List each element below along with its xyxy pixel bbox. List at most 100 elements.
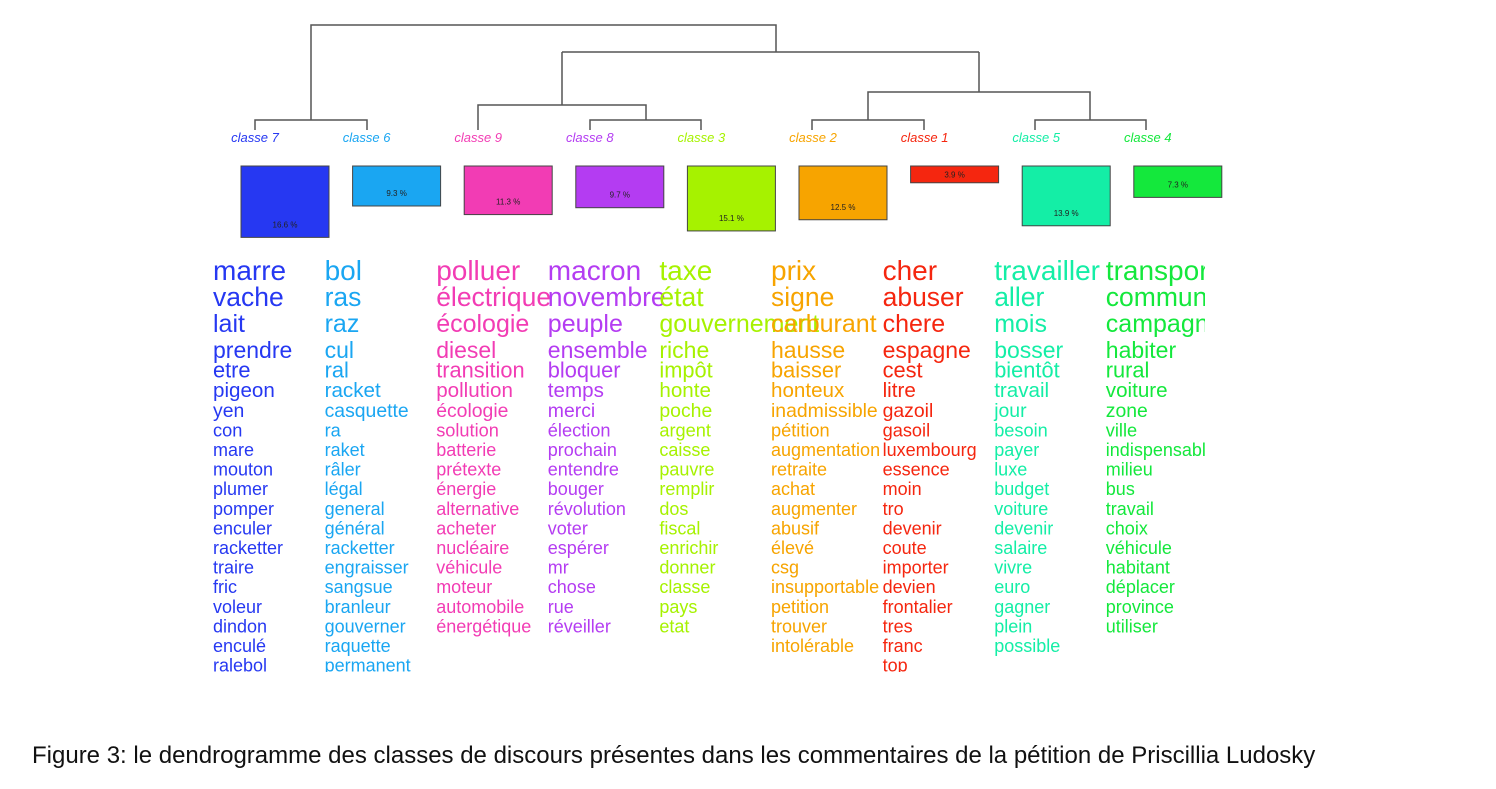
class-word: élevé <box>771 538 814 558</box>
class-percent: 13.9 % <box>1054 209 1079 218</box>
class-box <box>1021 165 1111 227</box>
class-word: devien <box>883 577 936 597</box>
class-word: bosser <box>994 337 1063 363</box>
class-word: solution <box>436 420 499 440</box>
class-word: voleur <box>213 597 262 617</box>
class-word: insupportable <box>771 577 879 597</box>
class-percent: 11.3 % <box>496 198 520 207</box>
class-word: pomper <box>213 499 274 519</box>
class-word: carburant <box>771 310 877 338</box>
class-word: déplacer <box>1106 577 1175 597</box>
class-word: nucléaire <box>436 538 509 558</box>
class-word: macron <box>548 255 641 286</box>
class-word: milieu <box>1106 460 1153 480</box>
class-word: écologie <box>436 310 529 338</box>
class-word: légal <box>325 479 363 499</box>
class-word: état <box>659 282 704 312</box>
class-word: possible <box>994 636 1060 656</box>
class-word: peuple <box>548 310 623 338</box>
class-word: prochain <box>548 440 617 460</box>
class-word: bientôt <box>994 358 1059 383</box>
class-word: pollution <box>436 379 513 402</box>
class-percent: 12.5 % <box>831 203 856 212</box>
class-word: marre <box>213 255 286 286</box>
class-box <box>798 165 888 221</box>
class-columns: marrevachelaitprendreetrepigeonyenconmar… <box>213 130 1223 672</box>
class-percent: 16.6 % <box>273 220 298 229</box>
class-word: rue <box>548 597 574 617</box>
class-word: donner <box>659 558 715 578</box>
class-word: jour <box>993 400 1027 422</box>
class-word: gazoil <box>883 400 934 422</box>
class-word: voiture <box>1106 379 1168 402</box>
class-word: augmenter <box>771 499 857 519</box>
class-word: dos <box>659 499 688 519</box>
class-word: espérer <box>548 538 609 558</box>
class-word: mouton <box>213 460 273 480</box>
class-word: habitant <box>1106 558 1170 578</box>
class-word: rural <box>1106 358 1150 383</box>
class-word: classe <box>659 577 710 597</box>
class-word: riche <box>659 337 709 363</box>
class-word: etat <box>659 616 689 636</box>
class-word: enculer <box>213 518 272 538</box>
class-word: gasoil <box>883 420 931 440</box>
class-word: énergétique <box>436 616 531 636</box>
class-word: alternative <box>436 499 519 519</box>
class-word: inadmissible <box>771 400 878 422</box>
class-word: mare <box>213 440 254 460</box>
class-word: énergie <box>436 479 496 499</box>
class-word: transition <box>436 358 524 383</box>
class-word: électrique <box>436 282 551 312</box>
class-word: traire <box>213 558 254 578</box>
class-percent: 3.9 % <box>944 170 964 179</box>
class-word: pigeon <box>213 379 275 402</box>
class-word: bloquer <box>548 358 621 383</box>
class-word: temps <box>548 379 604 402</box>
class-word: importer <box>883 558 949 578</box>
class-word: besoin <box>994 420 1048 440</box>
class-word: élection <box>548 420 611 440</box>
class-word: racketter <box>325 538 395 558</box>
class-word: merci <box>548 400 595 422</box>
class-word: commune <box>1106 282 1222 312</box>
class-word: cul <box>325 337 354 363</box>
class-word: batterie <box>436 440 496 460</box>
class-box <box>463 165 553 216</box>
class-word: raquette <box>325 636 391 656</box>
class-word: taxe <box>659 255 712 286</box>
class-word: salaire <box>994 538 1047 558</box>
class-word: moteur <box>436 577 492 597</box>
class-word: polluer <box>436 255 520 286</box>
class-word: pétition <box>771 420 830 440</box>
class-box <box>240 165 330 238</box>
word-lists: marrevachelaitprendreetrepigeonyenconmar… <box>213 255 1223 672</box>
class-box <box>352 165 442 207</box>
class-word: dindon <box>213 616 267 636</box>
class-word: plein <box>994 616 1032 636</box>
class-word: budget <box>994 479 1049 499</box>
class-word: entendre <box>548 460 619 480</box>
class-word: abusif <box>771 518 820 538</box>
class-word: pauvre <box>659 460 714 480</box>
class-word: remplir <box>659 479 714 499</box>
class-percent: 9.7 % <box>610 191 630 200</box>
class-word: plumer <box>213 479 268 499</box>
class-word: cest <box>883 358 923 383</box>
class-word: travail <box>994 379 1049 402</box>
class-word: honte <box>659 379 711 402</box>
class-word: euro <box>994 577 1030 597</box>
class-word: fric <box>213 577 237 597</box>
class-word: signe <box>771 282 834 312</box>
class-word: bol <box>325 255 362 286</box>
class-percent: 9.3 % <box>386 189 406 198</box>
class-word: aller <box>994 282 1044 312</box>
class-word: argent <box>659 420 711 440</box>
class-word: campagne <box>1106 310 1223 338</box>
class-word: véhicule <box>1106 538 1172 558</box>
class-word: diesel <box>436 337 496 363</box>
class-box <box>1133 165 1223 198</box>
class-word: râler <box>325 460 361 480</box>
class-word: achat <box>771 479 815 499</box>
